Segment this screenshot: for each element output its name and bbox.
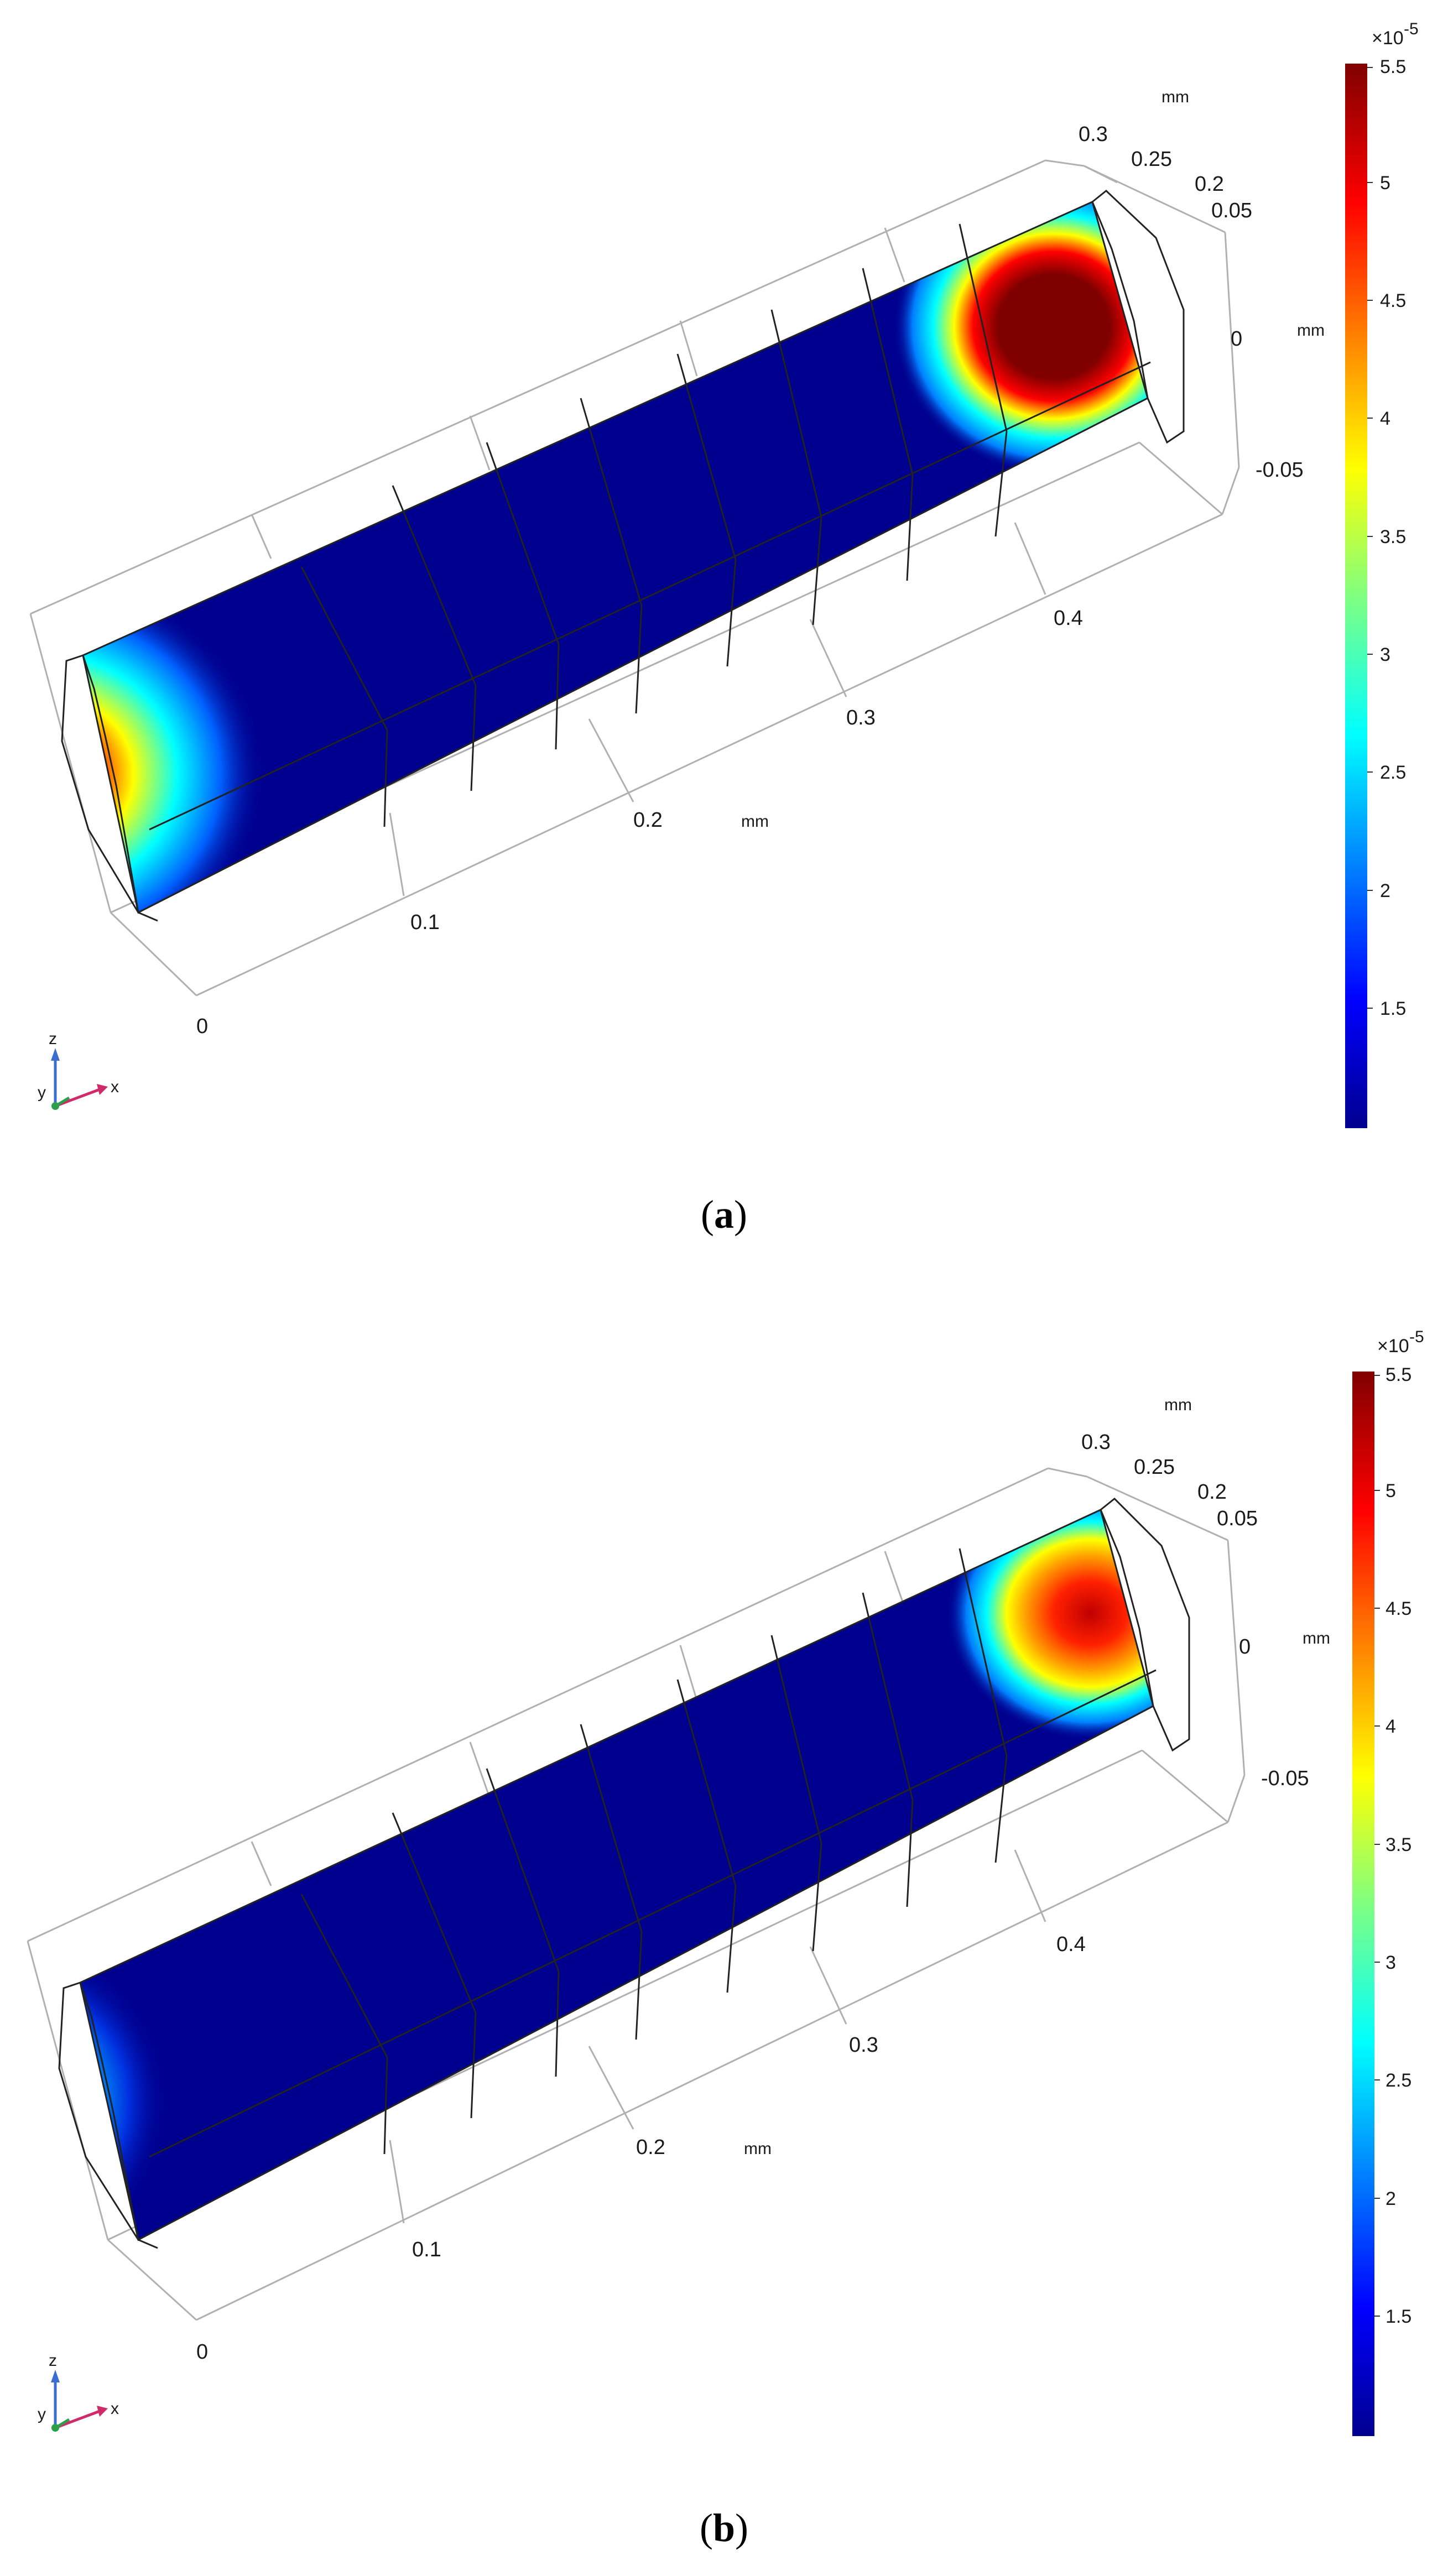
colorbar: ×10 -5 5.5 5 4.5 4 3.5 3 2.5 2 1.5 [1345,20,1419,1128]
x-axis-ticks: 0 0.1 0.2 0.3 0.4 mm [196,1933,1086,2364]
x-tick: 0 [196,2340,208,2364]
y-tick: 0.3 [1079,123,1108,146]
x-tick: 0 [196,1015,208,1038]
triad-x-label: x [111,2400,119,2418]
z-tick: -0.05 [1256,458,1304,482]
x-tick: 0.3 [849,2033,878,2057]
figure-a-plot: 0 0.1 0.2 0.3 0.4 mm 0.3 0.25 0.2 mm 0.0… [29,20,1419,1128]
x-tick: 0.2 [636,2136,665,2159]
y-tick: 0.25 [1131,148,1172,171]
colorbar-tick: 3.5 [1386,1834,1411,1855]
colorbar-gradient [1352,1372,1374,2436]
colorbar-exponent: ×10 [1377,1336,1409,1357]
colorbar-tick: 1.5 [1386,2306,1411,2327]
y-axis-ticks: 0.3 0.25 0.2 mm [1081,1396,1227,1504]
triad-x-label: x [111,1078,119,1096]
colorbar-tick: 5 [1386,1480,1396,1501]
x-unit-label: mm [744,2140,772,2158]
colorbar-tick: 2 [1386,2188,1396,2209]
z-unit-label: mm [1297,321,1325,340]
colorbar-tick: 4 [1380,408,1390,429]
y-tick: 0.3 [1081,1431,1111,1454]
y-tick: 0.2 [1197,1480,1227,1504]
figure-b-plot: 0 0.1 0.2 0.3 0.4 mm 0.3 0.25 0.2 mm 0.0… [27,1328,1424,2436]
beam-mesh [58,1497,1190,2249]
beam-field [83,202,1148,912]
caption-a-label: a [714,1192,734,1237]
z-tick: -0.05 [1261,1767,1309,1790]
colorbar: ×10 -5 5.5 5 4.5 4 3.5 3 2.5 2 1.5 [1352,1328,1424,2436]
triad-z-label: z [49,2351,57,2370]
colorbar-tick: 2.5 [1380,762,1406,783]
y-axis-ticks: 0.3 0.25 0.2 mm [1079,88,1224,196]
bounding-box-frame [29,159,1240,997]
colorbar-tick: 5 [1380,173,1390,194]
colorbar-gradient [1345,64,1367,1128]
z-tick: 0.05 [1217,1507,1258,1530]
triad-y-label: y [38,1083,46,1102]
caption-b: (b) [699,2506,748,2550]
colorbar-tick: 3 [1380,644,1390,665]
y-unit-label: mm [1161,88,1189,106]
colorbar-tick: 4.5 [1386,1598,1411,1619]
axis-triad: z y x [38,2351,119,2432]
colorbar-tick: 1.5 [1380,998,1406,1019]
x-axis-ticks: 0 0.1 0.2 0.3 0.4 mm [196,607,1083,1038]
colorbar-tick: 2 [1380,880,1390,901]
colorbar-tick: 5.5 [1380,56,1406,77]
colorbar-exponent: ×10 [1372,28,1404,49]
z-unit-label: mm [1303,1629,1330,1647]
colorbar-tick: 3 [1386,1952,1396,1973]
colorbar-tick: 5.5 [1386,1364,1411,1385]
caption-a: (a) [701,1192,747,1237]
z-axis-ticks: 0.05 0 -0.05 mm [1211,199,1325,482]
z-axis-ticks: 0.05 0 -0.05 mm [1217,1507,1330,1790]
y-unit-label: mm [1164,1396,1192,1414]
triad-z-label: z [49,1030,57,1048]
colorbar-exponent-power: -5 [1409,1328,1424,1346]
y-tick: 0.2 [1195,173,1224,196]
x-tick: 0.1 [412,2238,441,2261]
y-tick: 0.25 [1134,1456,1175,1479]
z-tick: 0 [1239,1635,1251,1659]
caption-b-label: b [712,2506,736,2550]
x-tick: 0.4 [1056,1933,1086,1956]
x-tick: 0.3 [846,706,876,729]
triad-y-label: y [38,2405,46,2423]
beam-field [80,1510,1153,2240]
x-tick: 0.1 [410,911,440,934]
x-tick: 0.2 [633,809,663,832]
colorbar-exponent-power: -5 [1404,20,1419,38]
x-unit-label: mm [741,812,769,831]
x-tick: 0.4 [1054,607,1083,630]
colorbar-tick: 3.5 [1380,526,1406,547]
axis-triad: z y x [38,1030,119,1110]
colorbar-tick: 4 [1386,1716,1396,1737]
figure-b: 0 0.1 0.2 0.3 0.4 mm 0.3 0.25 0.2 mm 0.0… [0,1316,1448,2576]
colorbar-tick: 4.5 [1380,290,1406,311]
beam-mesh [61,190,1185,922]
z-tick: 0.05 [1211,199,1252,222]
figure-a: 0 0.1 0.2 0.3 0.4 mm 0.3 0.25 0.2 mm 0.0… [29,20,1419,1237]
z-tick: 0 [1231,327,1242,351]
colorbar-tick: 2.5 [1386,2070,1411,2091]
